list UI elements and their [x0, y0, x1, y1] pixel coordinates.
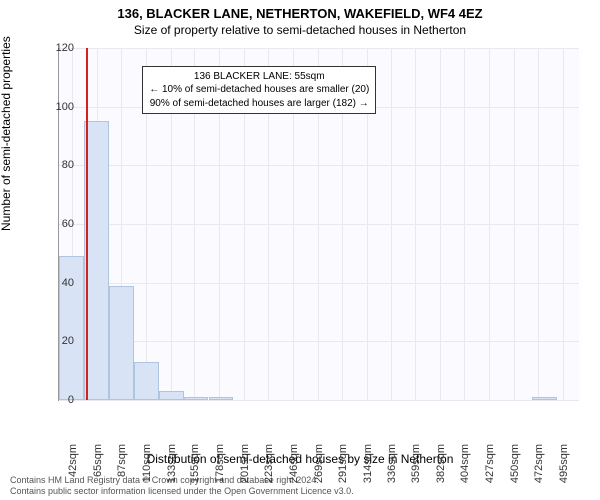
xtick-label: 359sqm: [410, 444, 422, 484]
xtick-label: 201sqm: [239, 444, 251, 484]
xtick-label: 42sqm: [67, 444, 79, 484]
xtick-label: 495sqm: [558, 444, 570, 484]
gridline-h: [59, 48, 579, 49]
gridline-v: [514, 48, 515, 400]
chart-title: 136, BLACKER LANE, NETHERTON, WAKEFIELD,…: [0, 0, 600, 21]
xtick-label: 246sqm: [288, 444, 300, 484]
chart-container: 136, BLACKER LANE, NETHERTON, WAKEFIELD,…: [0, 0, 600, 500]
xtick-label: 314sqm: [362, 444, 374, 484]
chart-subtitle: Size of property relative to semi-detach…: [0, 21, 600, 37]
y-axis-label: Number of semi-detached properties: [0, 36, 13, 231]
chart-area: 136 BLACKER LANE: 55sqm← 10% of semi-det…: [58, 48, 578, 400]
xtick-label: 382sqm: [435, 444, 447, 484]
xtick-label: 450sqm: [509, 444, 521, 484]
gridline-h: [59, 224, 579, 225]
xtick-label: 472sqm: [533, 444, 545, 484]
ytick-label: 100: [44, 101, 74, 113]
plot-area: 136 BLACKER LANE: 55sqm← 10% of semi-det…: [58, 48, 579, 401]
xtick-label: 223sqm: [263, 444, 275, 484]
ytick-label: 40: [44, 277, 74, 289]
gridline-v: [391, 48, 392, 400]
annotation-line3: 90% of semi-detached houses are larger (…: [149, 97, 369, 111]
xtick-label: 133sqm: [166, 444, 178, 484]
gridline-h: [59, 165, 579, 166]
gridline-h: [59, 283, 579, 284]
histogram-bar: [109, 286, 134, 400]
gridline-v: [415, 48, 416, 400]
gridline-v: [489, 48, 490, 400]
ytick-label: 60: [44, 218, 74, 230]
gridline-v: [464, 48, 465, 400]
ytick-label: 20: [44, 335, 74, 347]
gridline-v: [440, 48, 441, 400]
xtick-label: 110sqm: [141, 444, 153, 484]
xtick-label: 291sqm: [337, 444, 349, 484]
annotation-box: 136 BLACKER LANE: 55sqm← 10% of semi-det…: [142, 66, 376, 115]
ytick-label: 0: [44, 394, 74, 406]
histogram-bar: [159, 391, 184, 400]
xtick-label: 427sqm: [484, 444, 496, 484]
xtick-label: 404sqm: [459, 444, 471, 484]
xtick-label: 269sqm: [313, 444, 325, 484]
histogram-bar: [134, 362, 159, 400]
gridline-h: [59, 400, 579, 401]
xtick-label: 155sqm: [189, 444, 201, 484]
footer-line2: Contains public sector information licen…: [10, 486, 590, 497]
ytick-label: 120: [44, 42, 74, 54]
reference-line: [86, 48, 88, 400]
histogram-bar: [184, 397, 209, 400]
xtick-label: 87sqm: [116, 444, 128, 484]
xtick-label: 178sqm: [214, 444, 226, 484]
ytick-label: 80: [44, 159, 74, 171]
annotation-line1: 136 BLACKER LANE: 55sqm: [149, 70, 369, 84]
gridline-h: [59, 341, 579, 342]
histogram-bar: [209, 397, 234, 400]
histogram-bar: [532, 397, 557, 400]
xtick-label: 336sqm: [386, 444, 398, 484]
gridline-v: [563, 48, 564, 400]
gridline-v: [538, 48, 539, 400]
xtick-label: 65sqm: [92, 444, 104, 484]
annotation-line2: ← 10% of semi-detached houses are smalle…: [149, 83, 369, 97]
